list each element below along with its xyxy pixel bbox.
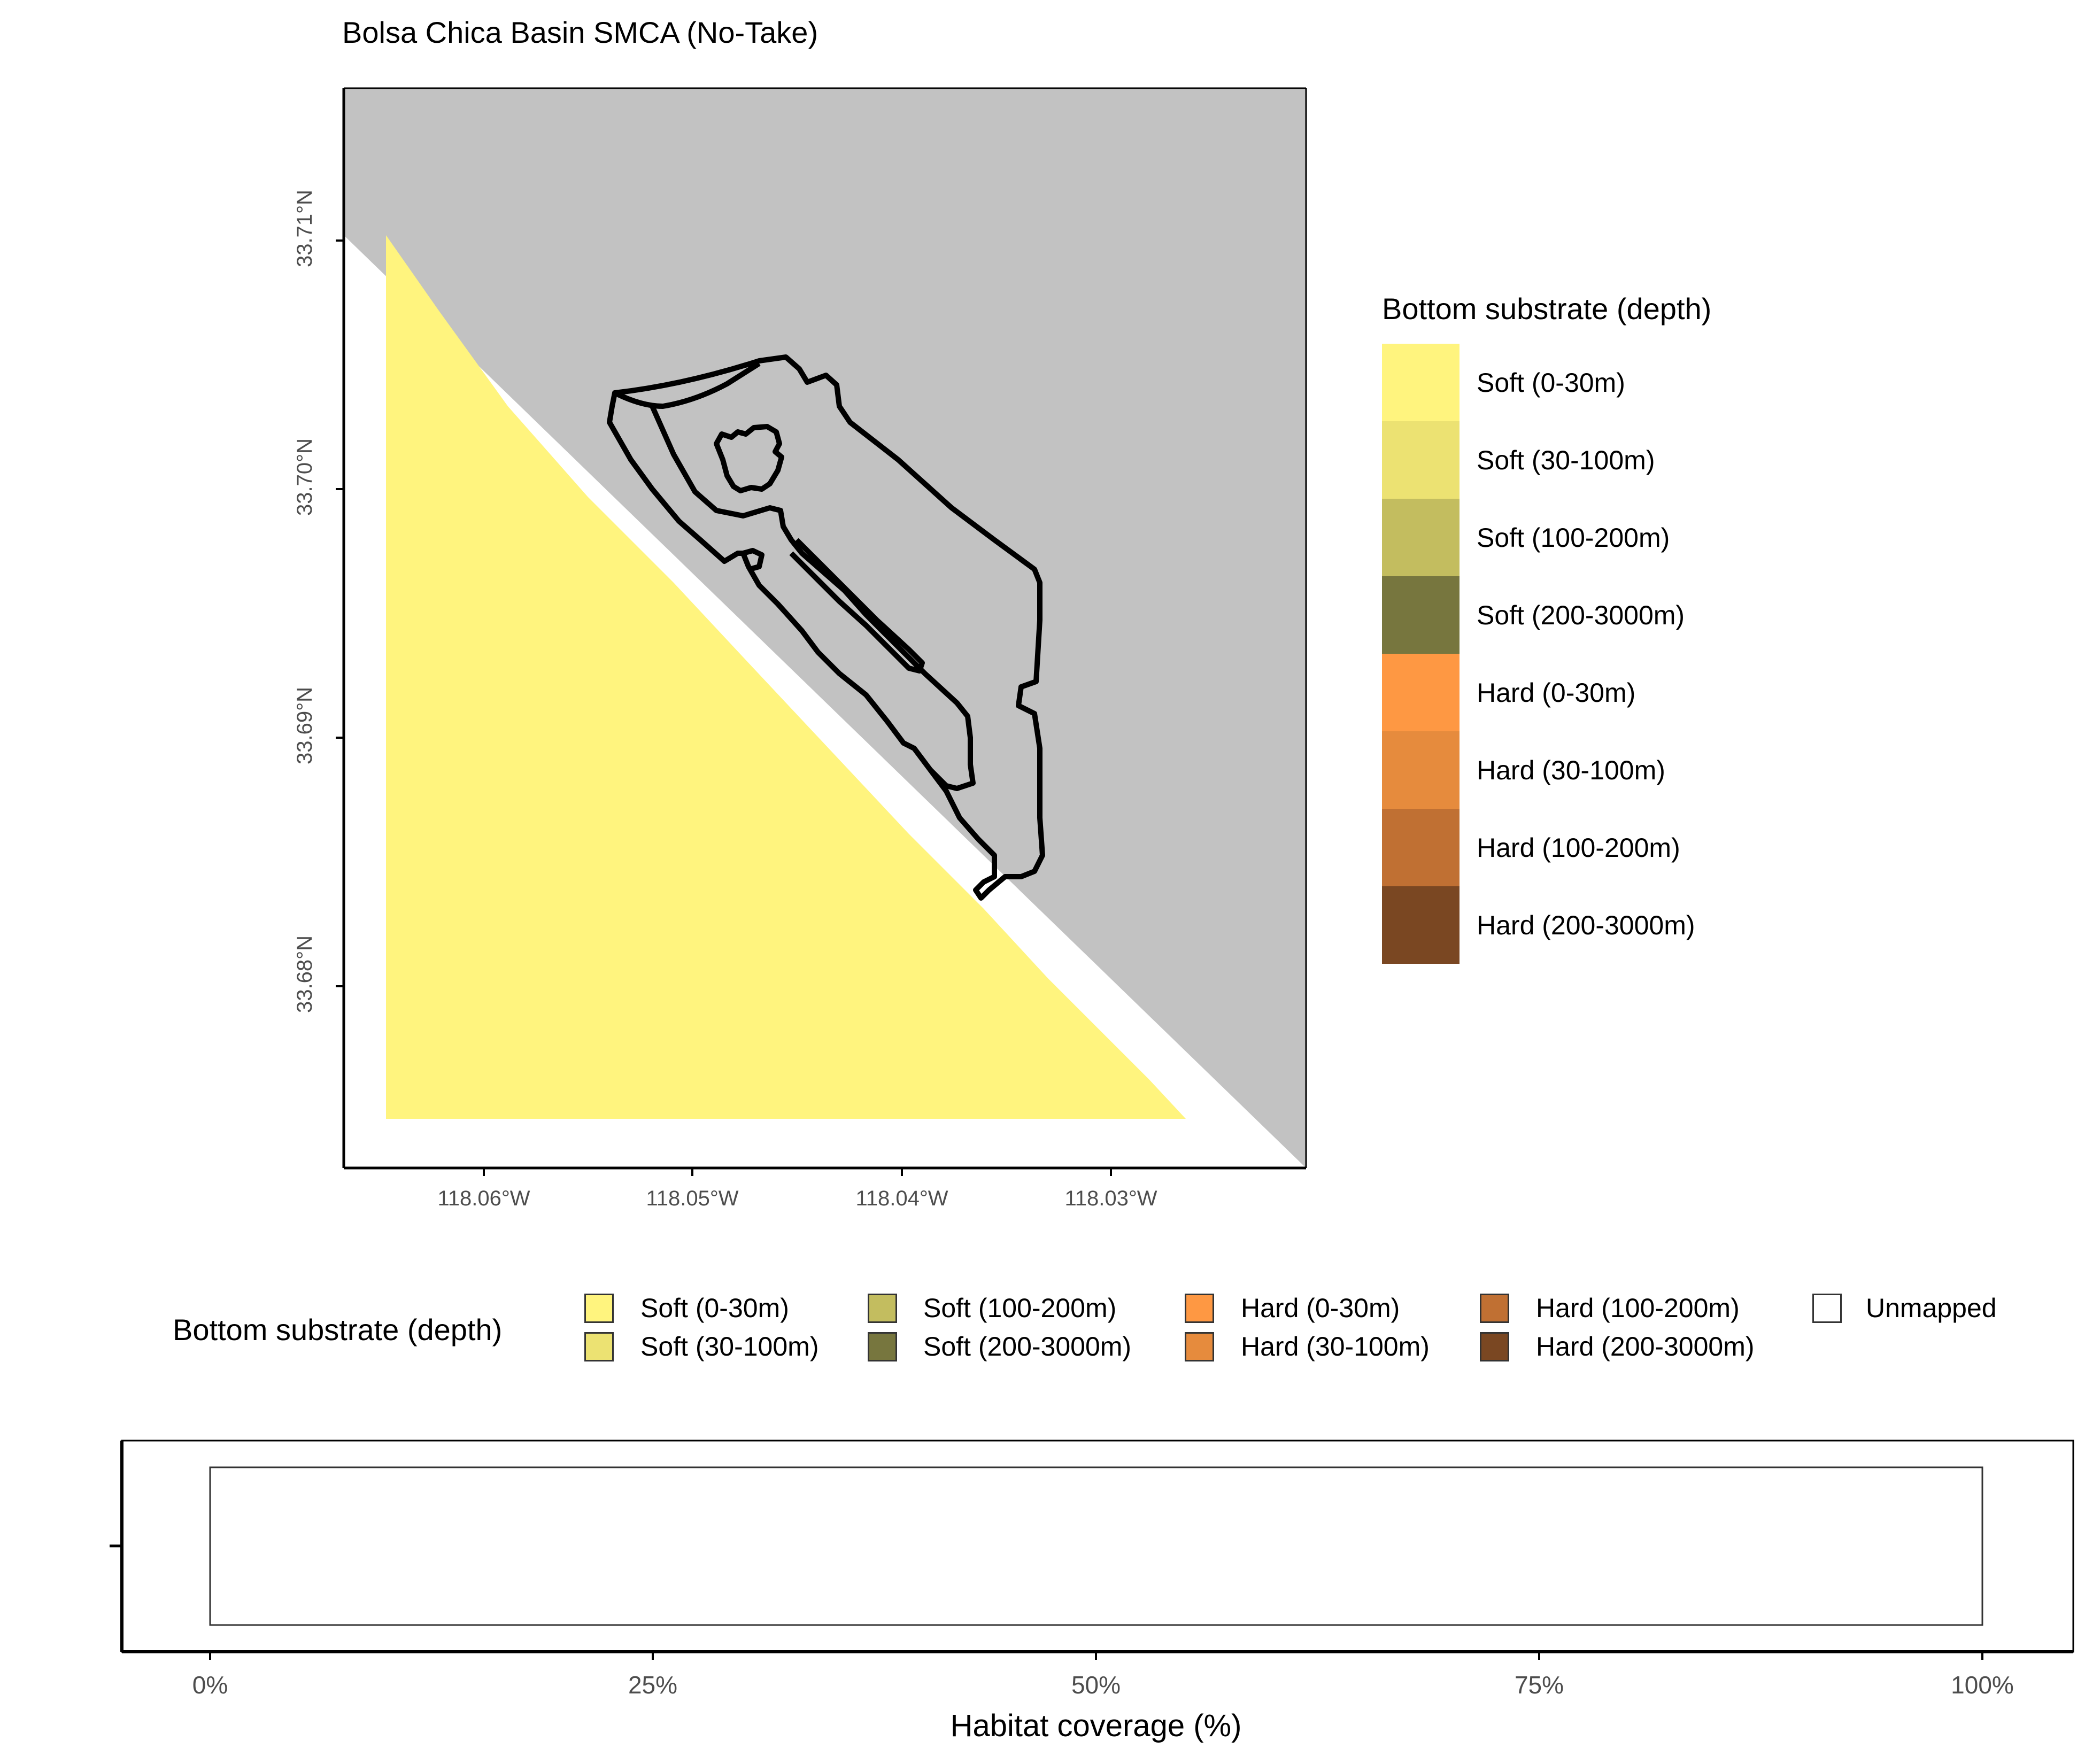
mpa-boundary-inner-road-2 — [789, 538, 925, 674]
legend-right-label: Soft (100-200m) — [1477, 522, 1670, 553]
legend-right-item: Hard (100-200m) — [1382, 809, 1695, 886]
x-tick-label: 118.03°W — [1064, 1187, 1157, 1210]
legend-bottom-swatch — [868, 1294, 897, 1323]
x-tick-label: 118.05°W — [646, 1187, 739, 1210]
legend-bottom-label: Soft (30-100m) — [640, 1332, 819, 1361]
legend-right-swatch — [1382, 576, 1460, 654]
legend-right-swatch — [1382, 654, 1460, 731]
legend-bottom-swatch — [868, 1332, 897, 1361]
legend-bottom-swatch — [1480, 1332, 1509, 1361]
legend-right-item: Soft (0-30m) — [1382, 344, 1695, 421]
legend-right-label: Hard (100-200m) — [1477, 832, 1680, 863]
bar-segment-unmapped — [209, 1466, 1983, 1626]
legend-bottom-swatch — [584, 1332, 614, 1361]
legend-right: Soft (0-30m) Soft (30-100m) Soft (100-20… — [1382, 344, 1695, 964]
legend-bottom-title: Bottom substrate (depth) — [173, 1313, 503, 1347]
coverage-x-tick-label: 25% — [628, 1671, 678, 1699]
legend-right-label: Hard (200-3000m) — [1477, 910, 1695, 940]
legend-right-swatch — [1382, 731, 1460, 809]
coverage-x-tick-label: 50% — [1071, 1671, 1121, 1699]
legend-right-label: Hard (30-100m) — [1477, 755, 1665, 785]
legend-bottom-label: Hard (30-100m) — [1241, 1332, 1430, 1361]
legend-bottom-label: Hard (200-3000m) — [1536, 1332, 1755, 1361]
legend-right-item: Soft (30-100m) — [1382, 421, 1695, 499]
mpa-boundary-channel — [613, 361, 761, 409]
coverage-x-label: Habitat coverage (%) — [950, 1708, 1242, 1743]
legend-bottom-label: Soft (200-3000m) — [923, 1332, 1132, 1361]
land-area — [344, 88, 1306, 1168]
legend-bottom-swatch — [584, 1294, 614, 1323]
legend-right-swatch — [1382, 344, 1460, 421]
mpa-boundary-outer — [607, 354, 1045, 901]
legend-bottom-swatch — [1812, 1294, 1842, 1323]
legend-right-label: Hard (0-30m) — [1477, 677, 1636, 708]
legend-bottom-label: Soft (100-200m) — [923, 1293, 1117, 1323]
legend-bottom-swatch — [1185, 1332, 1214, 1361]
legend-right-swatch — [1382, 499, 1460, 576]
map-title: Bolsa Chica Basin SMCA (No-Take) — [342, 16, 818, 49]
legend-bottom-label: Soft (0-30m) — [640, 1293, 789, 1323]
legend-bottom-label: Unmapped — [1866, 1293, 1997, 1323]
mpa-boundary-small-notch — [742, 548, 764, 572]
legend-bottom-swatch — [1185, 1294, 1214, 1323]
legend-right-label: Soft (0-30m) — [1477, 367, 1625, 398]
legend-right-item: Hard (200-3000m) — [1382, 886, 1695, 964]
coverage-x-tick-label: 0% — [192, 1671, 228, 1699]
mpa-boundary-inner-road — [650, 405, 976, 791]
legend-right-item: Hard (30-100m) — [1382, 731, 1695, 809]
legend-right-swatch — [1382, 809, 1460, 886]
legend-right-item: Soft (200-3000m) — [1382, 576, 1695, 654]
legend-bottom-label: Hard (100-200m) — [1536, 1293, 1740, 1323]
legend-right-item: Hard (0-30m) — [1382, 654, 1695, 731]
x-tick-label: 118.04°W — [855, 1187, 948, 1210]
legend-right-item: Soft (100-200m) — [1382, 499, 1695, 576]
legend-right-label: Soft (30-100m) — [1477, 445, 1655, 475]
legend-bottom-swatch — [1480, 1294, 1509, 1323]
substrate-soft-0-30m — [386, 235, 1186, 1119]
coverage-x-tick-label: 100% — [1951, 1671, 2014, 1699]
legend-right-swatch — [1382, 886, 1460, 964]
x-tick-label: 118.06°W — [437, 1187, 530, 1210]
legend-right-title: Bottom substrate (depth) — [1382, 292, 1712, 326]
legend-right-label: Soft (200-3000m) — [1477, 600, 1685, 630]
coverage-x-tick-label: 75% — [1514, 1671, 1564, 1699]
mpa-boundary-island — [714, 424, 784, 493]
legend-bottom-label: Hard (0-30m) — [1241, 1293, 1400, 1323]
legend-right-swatch — [1382, 421, 1460, 499]
